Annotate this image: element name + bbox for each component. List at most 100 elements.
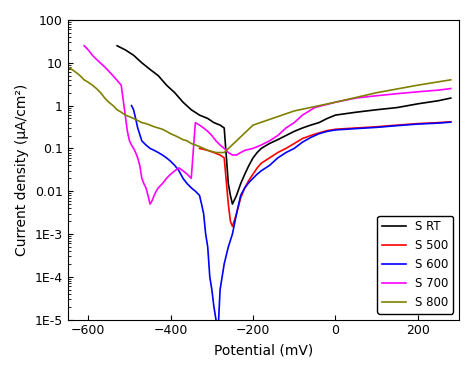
S 500 [226,202,231,206]
S 800 [65,65,71,69]
S RT [292,129,297,134]
S RT [283,133,289,138]
Legend: S RT, S 500, S 600, S 700, S 800: S RT, S 500, S 600, S 700, S 800 [377,216,453,314]
S 800 [188,141,194,146]
S RT [226,182,231,186]
S RT [221,126,227,130]
S 700 [448,86,454,91]
S 800 [98,90,103,95]
S 800 [250,123,256,127]
S RT [122,48,128,52]
S 800 [205,148,210,153]
S RT [394,105,400,110]
S 800 [172,133,178,138]
S 500 [300,136,305,141]
S 500 [374,125,380,129]
S 800 [213,150,219,155]
S 600 [226,245,231,249]
S 800 [197,144,202,149]
S 600 [448,120,454,124]
S 800 [155,126,161,130]
S 500 [333,127,338,131]
Y-axis label: Current density (μA/cm²): Current density (μA/cm²) [15,84,29,256]
S 800 [292,109,297,113]
S 800 [114,108,120,112]
S RT [255,150,260,155]
S 800 [106,100,112,105]
S RT [234,193,239,198]
S 500 [255,166,260,170]
S 500 [283,146,289,151]
S RT [229,202,235,206]
S 800 [217,150,223,155]
S 700 [128,143,134,147]
S RT [180,100,186,105]
S RT [197,113,202,117]
S 800 [176,135,182,140]
S 800 [164,129,169,134]
S RT [333,113,338,117]
Line: S 600: S 600 [131,106,451,333]
Line: S 500: S 500 [200,122,451,227]
S RT [246,163,252,168]
S 800 [147,123,153,127]
Line: S 700: S 700 [84,46,451,204]
S 800 [168,132,173,136]
S 500 [415,121,420,126]
S 500 [308,133,313,138]
S RT [324,116,330,121]
S 700 [90,53,95,58]
S 500 [436,121,441,125]
S RT [242,172,247,176]
S 700 [147,202,153,206]
S 500 [292,141,297,146]
S RT [147,67,153,72]
S 800 [118,110,124,115]
S 800 [82,78,87,82]
S 500 [267,155,273,160]
S RT [300,126,305,130]
S 800 [94,86,100,91]
S 800 [221,150,227,155]
S 800 [184,139,190,143]
S 800 [131,116,137,121]
S 800 [209,149,215,154]
S 500 [211,150,217,155]
S RT [114,44,120,48]
S 500 [238,196,244,200]
S 500 [258,161,264,166]
S 800 [127,115,132,119]
S 800 [143,121,149,126]
S 500 [242,186,247,190]
S 800 [201,146,207,151]
S 800 [415,83,420,87]
S RT [172,90,178,95]
S 800 [180,137,186,142]
S 800 [333,100,338,105]
S RT [250,155,256,160]
S 800 [122,113,128,117]
S 700 [141,182,147,186]
S RT [267,141,273,146]
S 500 [221,155,227,160]
S RT [211,121,217,125]
S RT [308,123,313,127]
S 600 [215,330,221,335]
S 800 [192,143,198,147]
S 500 [353,126,359,130]
S 600 [201,211,207,216]
S RT [164,83,169,87]
S 500 [229,224,235,229]
S 500 [246,178,252,183]
S 800 [69,67,74,72]
S RT [353,110,359,115]
S 500 [275,150,281,155]
S 600 [234,211,239,216]
S RT [238,182,244,186]
S RT [205,116,210,121]
S RT [131,53,137,58]
S RT [139,61,145,65]
S 500 [448,119,454,124]
S RT [188,108,194,112]
S 800 [90,83,95,87]
